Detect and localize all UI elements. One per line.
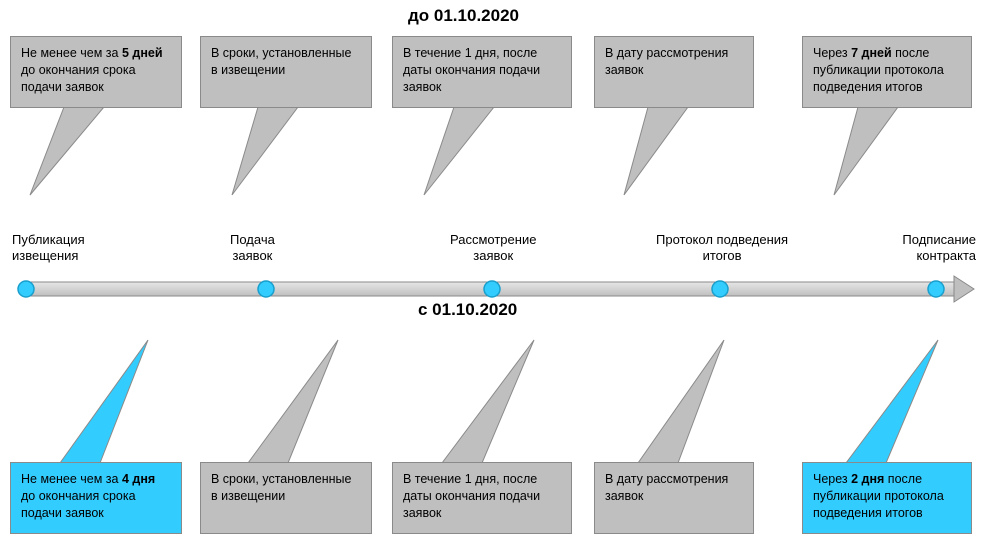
timeline-node bbox=[928, 281, 944, 297]
timeline-node bbox=[712, 281, 728, 297]
timeline-node bbox=[484, 281, 500, 297]
timeline-node bbox=[258, 281, 274, 297]
timeline-node bbox=[18, 281, 34, 297]
